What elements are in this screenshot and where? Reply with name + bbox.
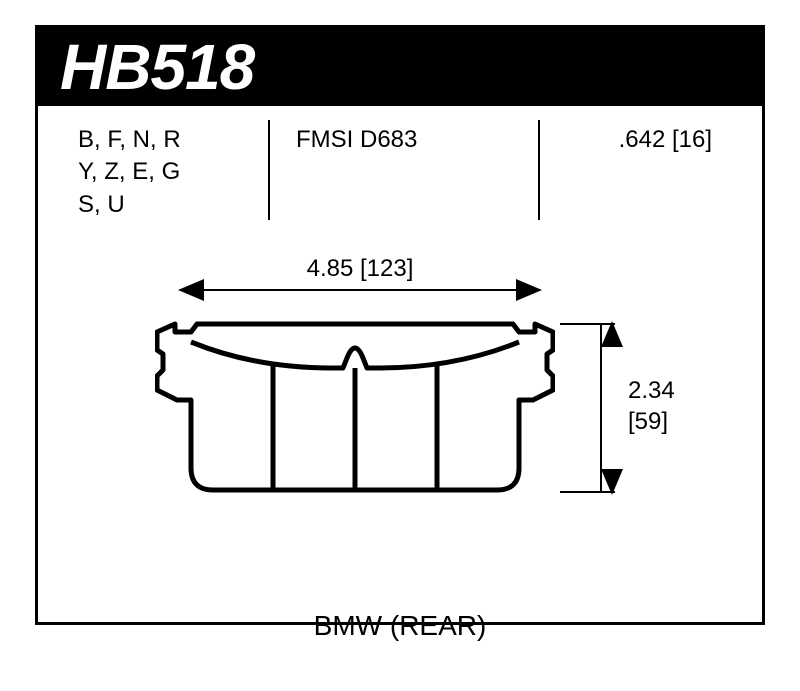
height-dim-line bbox=[600, 323, 602, 493]
part-number: HB518 bbox=[60, 30, 254, 104]
compounds-line: B, F, N, R bbox=[78, 124, 268, 156]
height-value-in: 2.34 bbox=[628, 375, 675, 406]
thickness-value: .642 [16] bbox=[538, 124, 712, 156]
height-value-mm: [59] bbox=[628, 406, 675, 437]
compounds-column: B, F, N, R Y, Z, E, G S, U bbox=[38, 106, 268, 226]
fmsi-column: FMSI D683 bbox=[268, 106, 538, 226]
column-divider bbox=[268, 120, 270, 220]
width-dim-line bbox=[180, 289, 540, 291]
arrow-up-icon bbox=[601, 321, 623, 347]
width-dimension: 4.85 [123] bbox=[180, 255, 540, 291]
column-divider bbox=[538, 120, 540, 220]
height-dimension: 2.34 [59] bbox=[590, 323, 730, 493]
height-label: 2.34 [59] bbox=[628, 375, 675, 437]
arrow-left-icon bbox=[178, 279, 204, 301]
compounds-line: S, U bbox=[78, 189, 268, 221]
fmsi-code: FMSI D683 bbox=[296, 124, 538, 156]
width-label: 4.85 [123] bbox=[180, 255, 540, 283]
application-label: BMW (REAR) bbox=[0, 610, 800, 642]
compounds-line: Y, Z, E, G bbox=[78, 156, 268, 188]
pad-inner-top-path bbox=[191, 342, 519, 368]
arrow-right-icon bbox=[516, 279, 542, 301]
thickness-column: .642 [16] bbox=[538, 106, 762, 226]
header-bar: HB518 bbox=[38, 28, 762, 106]
diagram-area: 4.85 [123] 2.34 [59] bbox=[35, 225, 765, 585]
arrow-down-icon bbox=[601, 469, 623, 495]
brake-pad-outline bbox=[155, 320, 555, 500]
spec-row: B, F, N, R Y, Z, E, G S, U FMSI D683 .64… bbox=[38, 106, 762, 226]
